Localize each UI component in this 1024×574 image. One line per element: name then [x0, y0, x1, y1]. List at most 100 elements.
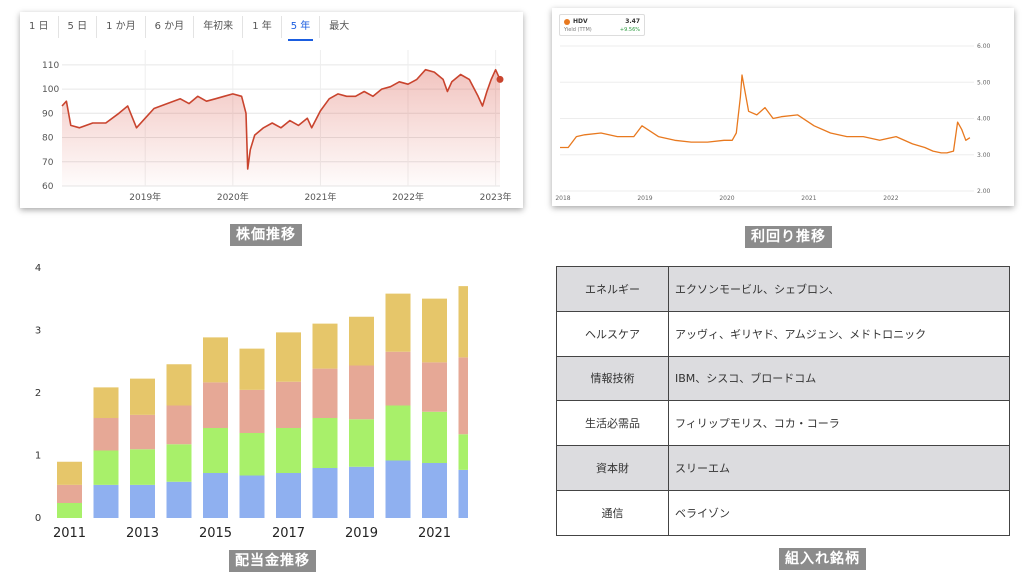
yield-legend: HDV 3.47 Yield (TTM) +9.56%	[559, 14, 645, 36]
bar-segment	[239, 348, 265, 390]
holdings-cell: フィリップモリス、コカ・コーラ	[668, 400, 1010, 447]
x-tick-label: 2019	[345, 526, 378, 541]
y-tick-label: 80	[42, 134, 54, 144]
yield-caption: 利回り推移	[745, 226, 832, 248]
y-tick-label: 6.00	[977, 43, 991, 50]
x-tick-label: 2018	[555, 195, 570, 202]
y-tick-label: 5.00	[977, 79, 991, 86]
bar-segment	[239, 433, 265, 476]
tab-5y[interactable]: 5 年	[282, 16, 321, 41]
tab-1m[interactable]: 1 か月	[97, 16, 146, 38]
bar-segment	[203, 428, 228, 473]
tab-max[interactable]: 最大	[329, 21, 350, 32]
table-row: 資本財 スリーエム	[556, 445, 1010, 491]
y-tick-label: 70	[42, 158, 54, 168]
yield-line	[560, 74, 971, 154]
bar-segment	[276, 381, 301, 428]
bar-segment	[349, 365, 374, 420]
y-tick-label: 2.00	[977, 188, 991, 195]
y-tick-label: 100	[42, 85, 59, 95]
bar-segment	[422, 298, 447, 363]
bar-segment	[57, 503, 82, 518]
y-tick-label: 60	[42, 182, 54, 192]
x-tick-label: 2011	[53, 526, 86, 541]
legend-value: 3.47	[625, 18, 640, 25]
x-tick-label: 2021	[418, 526, 451, 541]
yield-card: 2.00 3.00 4.00 5.00 6.00 2018 2019 2020 2021 2022…	[552, 8, 1014, 206]
bar-segment	[130, 484, 155, 518]
bar-segment	[312, 323, 338, 369]
bar-segment	[57, 484, 82, 503]
y-tick-label: 3	[35, 326, 41, 337]
bar-segment	[458, 434, 468, 470]
x-tick-label: 2013	[126, 526, 159, 541]
x-tick-label: 2015	[199, 526, 232, 541]
x-tick-label: 2021年	[304, 191, 336, 203]
table-row: エネルギー エクソンモービル、シェブロン、	[556, 266, 1010, 312]
bar-segment	[203, 473, 228, 518]
bar-segment	[422, 411, 447, 463]
holdings-caption: 組入れ銘柄	[779, 548, 866, 570]
legend-dot-icon	[564, 19, 570, 25]
legend-subtitle: Yield (TTM)	[564, 27, 592, 33]
bar-segment	[57, 461, 82, 485]
y-tick-label: 4.00	[977, 116, 991, 123]
bar-segment	[93, 484, 119, 518]
stock-price-caption: 株価推移	[230, 224, 302, 246]
bar-segment	[166, 444, 192, 482]
holdings-cell: IBM、シスコ、ブロードコム	[668, 355, 1010, 402]
price-last-point	[496, 75, 504, 83]
holdings-cell: スリーエム	[668, 445, 1010, 491]
y-tick-label: 0	[35, 513, 41, 524]
tab-5d[interactable]: 5 日	[59, 16, 98, 38]
table-row: 通信 ベライゾン	[556, 489, 1010, 536]
bar-segment	[349, 419, 374, 467]
bar-segment	[385, 460, 411, 518]
x-tick-label: 2022年	[392, 191, 424, 203]
sector-cell: 資本財	[556, 445, 669, 491]
holdings-cell: エクソンモービル、シェブロン、	[668, 266, 1010, 312]
x-tick-label: 2017	[272, 526, 305, 541]
tab-1y[interactable]: 1 年	[243, 16, 282, 38]
tab-1d[interactable]: 1 日	[20, 16, 59, 38]
bar-segment	[203, 337, 228, 383]
x-tick-label: 2019	[637, 195, 652, 202]
sector-cell: 通信	[556, 489, 669, 536]
holdings-cell: アッヴィ、ギリヤド、アムジェン、メドトロニック	[668, 310, 1010, 357]
sector-cell: 情報技術	[556, 355, 669, 402]
bar-segment	[130, 414, 155, 450]
bar-segment	[239, 475, 265, 518]
bar-segment	[130, 378, 155, 415]
holdings-table: エネルギー エクソンモービル、シェブロン、 ヘルスケア アッヴィ、ギリヤド、アム…	[556, 266, 1010, 536]
bar-segment	[312, 368, 338, 418]
bar-segment	[458, 286, 468, 358]
bar-segment	[276, 332, 301, 382]
y-tick-label: 2	[35, 388, 41, 399]
bar-segment	[422, 463, 447, 518]
dividend-chart: 0 1 2 3 4 2011 2013 2015 2017 2019 2021	[35, 263, 468, 541]
price-line	[61, 68, 501, 170]
table-row: 情報技術 IBM、シスコ、ブロードコム	[556, 355, 1010, 402]
bar-segment	[349, 316, 374, 366]
table-row: 生活必需品 フィリップモリス、コカ・コーラ	[556, 400, 1010, 447]
x-tick-label: 2020年	[217, 191, 249, 203]
y-tick-label: 1	[35, 451, 41, 462]
y-tick-label: 90	[42, 109, 54, 119]
bar-segment	[312, 418, 338, 468]
bar-segment	[239, 389, 265, 433]
legend-ticker: HDV	[573, 18, 588, 25]
bar-segment	[130, 449, 155, 485]
x-tick-label: 2020	[719, 195, 734, 202]
tab-ytd[interactable]: 年初来	[194, 16, 244, 38]
yield-chart: 2.00 3.00 4.00 5.00 6.00 2018 2019 2020 2021 2022	[555, 43, 991, 202]
tab-6m[interactable]: 6 か月	[146, 16, 195, 38]
table-row: ヘルスケア アッヴィ、ギリヤド、アムジェン、メドトロニック	[556, 310, 1010, 357]
bar-segment	[203, 382, 228, 428]
stock-price-chart: 60 70 80 90 100 110 2019年 2020年 2021年 2022年 2023年	[42, 50, 512, 203]
bar-segment	[166, 364, 192, 406]
legend-change: +9.56%	[619, 27, 640, 33]
bar-segment	[166, 481, 192, 518]
sector-cell: ヘルスケア	[556, 310, 669, 357]
bar-segment	[312, 468, 338, 518]
y-tick-label: 110	[42, 61, 59, 71]
